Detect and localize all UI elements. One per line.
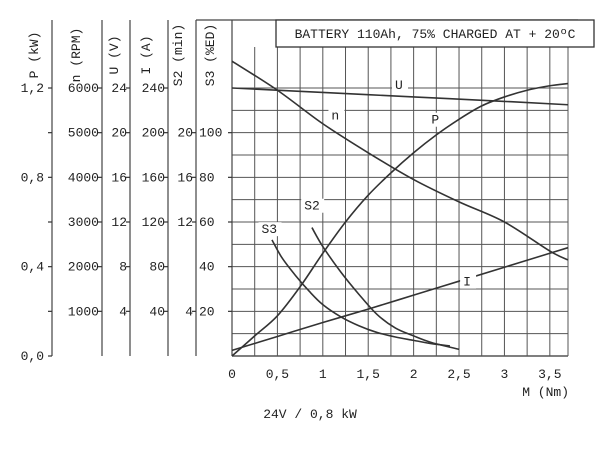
- tick-label-n: 6000: [68, 81, 99, 96]
- x-tick-label: 0,5: [266, 367, 289, 382]
- series-label-bg: [392, 78, 408, 93]
- tick-label-u: 20: [111, 126, 127, 141]
- tick-label-s2: 16: [177, 170, 193, 185]
- series-line-i: [231, 246, 569, 352]
- axis-title-s2: S2 (min): [171, 24, 186, 86]
- series-label-bg: [258, 222, 282, 237]
- series-label-i: I: [463, 275, 471, 290]
- grid: [231, 20, 569, 357]
- tick-label-s3: 60: [199, 215, 215, 230]
- x-tick-label: 3: [501, 367, 509, 382]
- tick-label-u: 8: [119, 260, 127, 275]
- tick-label-n: 4000: [68, 170, 99, 185]
- tick-label-p: 0,0: [21, 349, 44, 364]
- tick-label-u: 12: [111, 215, 127, 230]
- series-label-u: U: [395, 78, 403, 93]
- axis-title-n: n (RPM): [69, 28, 84, 83]
- series-line-p: [231, 82, 569, 357]
- x-axis-label: M (Nm): [522, 385, 569, 400]
- series-line-s2: [311, 227, 460, 351]
- title-box: [275, 19, 595, 48]
- tick-label-u: 4: [119, 304, 127, 319]
- axis-title-i: I (A): [139, 35, 154, 74]
- series-label-s3: S3: [262, 222, 278, 237]
- tick-label-s2: 20: [177, 126, 193, 141]
- tick-label-u: 24: [111, 81, 127, 96]
- tick-label-i: 80: [149, 260, 165, 275]
- series-line-u: [231, 87, 569, 106]
- tick-label-p: 1,2: [21, 81, 44, 96]
- series-label-bg: [460, 274, 477, 289]
- tick-label-u: 16: [111, 170, 127, 185]
- axes: P (kW)0,00,40,81,2n (RPM)100020003000400…: [21, 19, 578, 382]
- series-labels: Un P I S2 S3: [258, 78, 477, 290]
- tick-label-n: 3000: [68, 215, 99, 230]
- x-tick-label: 0: [228, 367, 236, 382]
- series-label-n: n: [331, 108, 339, 123]
- tick-label-i: 120: [142, 215, 165, 230]
- tick-label-s3: 80: [199, 170, 215, 185]
- tick-label-i: 160: [142, 170, 165, 185]
- series-line-n: [231, 60, 569, 261]
- tick-label-s3: 40: [199, 260, 215, 275]
- tick-label-s2: 12: [177, 215, 193, 230]
- axis-title-s3: S3 (%ED): [203, 24, 218, 86]
- series-label-s2: S2: [304, 199, 320, 214]
- series-label-bg: [328, 108, 345, 123]
- tick-label-s3: 100: [199, 126, 222, 141]
- tick-label-p: 0,4: [21, 260, 45, 275]
- chart-title: BATTERY 110Ah, 75% CHARGED AT + 20ºC: [295, 27, 576, 42]
- series-line-s3: [271, 239, 451, 347]
- x-tick-label: 2: [410, 367, 418, 382]
- tick-label-n: 5000: [68, 126, 99, 141]
- x-tick-label: 1,5: [357, 367, 380, 382]
- tick-label-s3: 20: [199, 304, 215, 319]
- x-tick-label: 1: [319, 367, 327, 382]
- tick-label-i: 40: [149, 304, 165, 319]
- axis-title-u: U (V): [107, 35, 122, 74]
- tick-label-p: 0,8: [21, 170, 44, 185]
- series-label-bg: [301, 198, 325, 213]
- tick-label-i: 200: [142, 126, 165, 141]
- series-label-p: P: [431, 113, 439, 128]
- tick-label-s2: 4: [185, 304, 193, 319]
- tick-label-n: 2000: [68, 260, 99, 275]
- x-tick-label: 3,5: [538, 367, 561, 382]
- tick-label-i: 240: [142, 81, 165, 96]
- axis-title-p: P (kW): [27, 32, 42, 79]
- chart-subtitle: 24V / 0,8 kW: [263, 407, 357, 422]
- tick-label-n: 1000: [68, 304, 99, 319]
- series-lines: [231, 60, 569, 357]
- x-tick-label: 2,5: [447, 367, 470, 382]
- series-label-bg: [428, 112, 445, 127]
